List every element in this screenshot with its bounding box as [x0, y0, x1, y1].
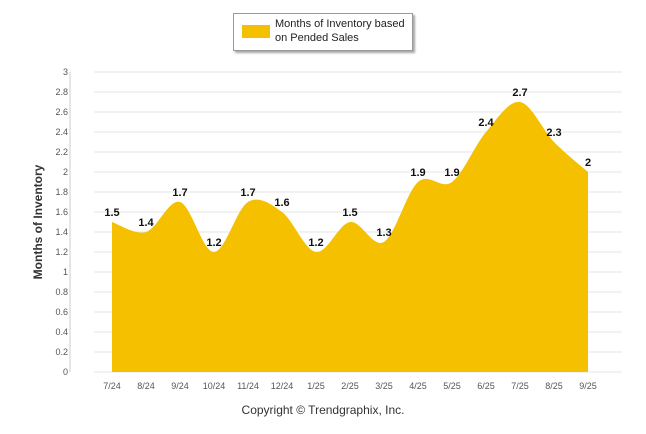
y-tick-label: 0	[63, 367, 68, 377]
data-label: 1.7	[240, 187, 255, 199]
y-tick-label: 2	[63, 167, 68, 177]
legend-label: Months of Inventory based on Pended Sale…	[275, 18, 405, 44]
y-tick-label: 0.4	[55, 327, 68, 337]
y-tick-label: 2.8	[55, 87, 68, 97]
data-label: 1.5	[104, 207, 119, 219]
y-tick-label: 0.8	[55, 287, 68, 297]
data-label: 2	[585, 157, 591, 169]
legend: Months of Inventory based on Pended Sale…	[233, 13, 413, 51]
x-tick-label: 9/24	[171, 381, 189, 391]
y-tick-label: 3	[63, 67, 68, 77]
data-labels: 1.5 1.4 1.7 1.2 1.7 1.6 1.2 1.5 1.3 1.9 1.9 2.4 2.7 2…	[104, 87, 591, 249]
data-label: 1.7	[172, 187, 187, 199]
legend-swatch	[242, 25, 270, 38]
data-label: 1.9	[410, 167, 425, 179]
x-tick-label: 10/24	[203, 381, 226, 391]
y-tick-label: 1	[63, 267, 68, 277]
x-tick-label: 4/25	[409, 381, 427, 391]
y-axis-ticks: 0 0.2 0.4 0.6 0.8 1 1.2 1.4 1.6 1.8 2 2.2 2.4 2.6 2.8 3	[55, 67, 68, 377]
data-label: 1.2	[206, 237, 221, 249]
y-tick-label: 2.2	[55, 147, 68, 157]
x-tick-label: 5/25	[443, 381, 461, 391]
data-label: 1.3	[376, 227, 391, 239]
y-tick-label: 1.2	[55, 247, 68, 257]
copyright-text: Copyright © Trendgraphix, Inc.	[241, 403, 405, 417]
y-tick-label: 0.2	[55, 347, 68, 357]
x-tick-label: 8/24	[137, 381, 155, 391]
x-tick-label: 12/24	[271, 381, 294, 391]
y-tick-label: 2.4	[55, 127, 68, 137]
y-axis-title: Months of Inventory	[31, 164, 45, 280]
data-label: 1.6	[274, 197, 289, 209]
y-tick-label: 2.6	[55, 107, 68, 117]
data-label: 1.2	[308, 237, 323, 249]
y-tick-label: 1.6	[55, 207, 68, 217]
data-label: 1.9	[444, 167, 459, 179]
data-label: 1.5	[342, 207, 357, 219]
y-tick-label: 0.6	[55, 307, 68, 317]
x-tick-label: 1/25	[307, 381, 325, 391]
y-tick-label: 1.8	[55, 187, 68, 197]
x-tick-label: 11/24	[237, 381, 259, 391]
area-series	[112, 101, 588, 373]
y-tick-label: 1.4	[55, 227, 68, 237]
x-tick-label: 9/25	[579, 381, 597, 391]
x-tick-label: 7/24	[103, 381, 121, 391]
x-tick-label: 8/25	[545, 381, 563, 391]
x-tick-label: 6/25	[477, 381, 495, 391]
x-tick-label: 3/25	[375, 381, 393, 391]
data-label: 1.4	[138, 217, 154, 229]
data-label: 2.4	[478, 117, 494, 129]
data-label: 2.7	[512, 87, 527, 99]
x-axis-ticks: 7/24 8/24 9/24 10/24 11/24 12/24 1/25 2/25 3/25 4…	[103, 381, 597, 391]
x-tick-label: 7/25	[511, 381, 529, 391]
data-label: 2.3	[546, 127, 561, 139]
x-tick-label: 2/25	[341, 381, 359, 391]
